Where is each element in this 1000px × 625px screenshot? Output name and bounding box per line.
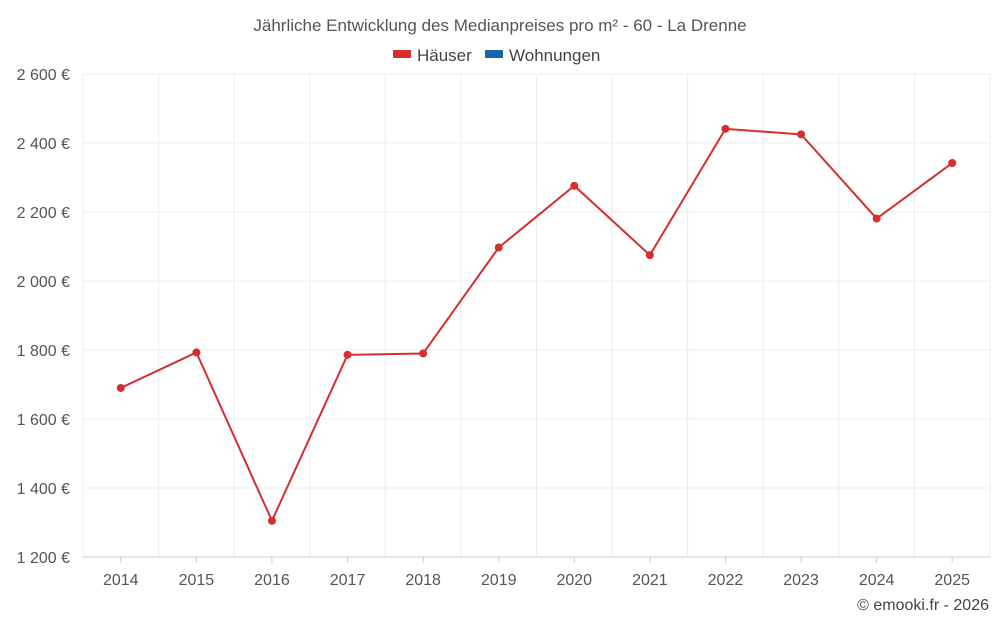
x-tick-label: 2022	[708, 572, 744, 589]
y-axis-labels: 1 200 € 1 400 € 1 600 € 1 800 € 2 000 € 2 200…	[17, 67, 70, 567]
chart-title: Jährliche Entwicklung des Medianpreises …	[253, 16, 746, 35]
y-tick-label: 1 400 €	[17, 481, 70, 498]
series-points	[116, 124, 957, 525]
legend-swatch-apartments	[485, 50, 503, 58]
x-axis-labels: 2014 2015 2016 2017 2018 2019 2020 2021 2022 2023…	[103, 572, 970, 589]
series-lines	[120, 127, 953, 522]
y-tick-label: 2 000 €	[17, 274, 70, 291]
data-point[interactable]	[721, 124, 730, 133]
x-tick-label: 2014	[103, 572, 139, 589]
data-point[interactable]	[267, 516, 276, 525]
legend-label-apartments: Wohnungen	[509, 46, 600, 65]
y-tick-label: 1 800 €	[17, 343, 70, 360]
data-point[interactable]	[872, 214, 881, 223]
x-tick-label: 2024	[859, 572, 895, 589]
x-tick-label: 2017	[330, 572, 366, 589]
credit-text: © emooki.fr - 2026	[857, 597, 989, 614]
x-tick-label: 2025	[934, 572, 970, 589]
y-tick-label: 2 200 €	[17, 205, 70, 222]
grid	[82, 73, 991, 557]
data-point[interactable]	[343, 350, 352, 359]
data-point[interactable]	[797, 130, 806, 139]
y-tick-label: 2 600 €	[17, 67, 70, 84]
y-tick-label: 1 600 €	[17, 412, 70, 429]
x-tick-label: 2015	[179, 572, 215, 589]
x-tick-label: 2023	[783, 572, 819, 589]
data-point[interactable]	[570, 181, 579, 190]
x-tick-label: 2016	[254, 572, 290, 589]
data-point[interactable]	[192, 348, 201, 357]
legend: Häuser Wohnungen	[393, 46, 600, 65]
data-point[interactable]	[494, 243, 503, 252]
data-point[interactable]	[116, 383, 125, 392]
legend-item-houses[interactable]: Häuser	[393, 46, 472, 65]
series-line	[120, 127, 953, 522]
x-tick-label: 2021	[632, 572, 668, 589]
x-tick-label: 2019	[481, 572, 517, 589]
y-tick-label: 2 400 €	[17, 136, 70, 153]
x-tick-label: 2018	[405, 572, 441, 589]
data-point[interactable]	[948, 159, 957, 168]
y-tick-label: 1 200 €	[17, 550, 70, 567]
legend-swatch-houses	[393, 50, 411, 58]
x-tick-label: 2020	[556, 572, 592, 589]
axes	[83, 556, 990, 563]
legend-label-houses: Häuser	[417, 46, 472, 65]
data-point[interactable]	[419, 349, 428, 358]
data-point[interactable]	[645, 251, 654, 260]
legend-item-apartments[interactable]: Wohnungen	[485, 46, 600, 65]
